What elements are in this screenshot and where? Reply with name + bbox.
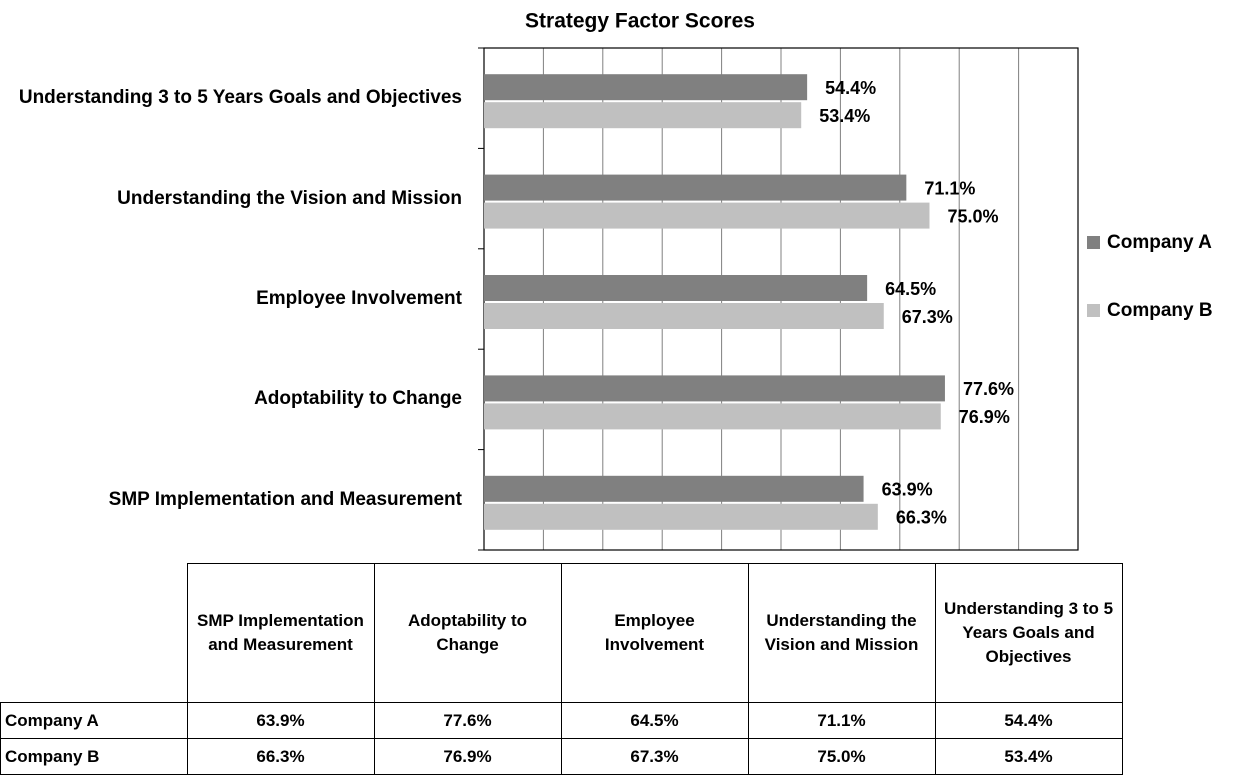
value-label: 63.9% [882, 480, 933, 500]
bar [484, 303, 884, 329]
value-label: 64.5% [885, 279, 936, 299]
table-cell: 77.6% [373, 702, 562, 739]
table-header: Adoptability to Change [373, 563, 562, 703]
bar [484, 202, 930, 229]
table-row-header: Company B [0, 738, 188, 775]
bar [484, 403, 941, 430]
value-label: 77.6% [963, 379, 1014, 399]
bar [484, 375, 945, 402]
table-cell: 66.3% [186, 738, 375, 775]
y-tick-label: SMP Implementation and Measurement [108, 488, 462, 510]
value-label: 66.3% [896, 508, 947, 528]
data-table: SMP Implementation and Measurement Adopta… [0, 563, 1123, 775]
table-header: Understanding the Vision and Mission [747, 563, 936, 703]
table-header: Understanding 3 to 5 Years Goals and Obj… [934, 563, 1123, 703]
table-cell: 64.5% [560, 702, 749, 739]
table-cell: 54.4% [934, 702, 1123, 739]
y-tick-label: Understanding 3 to 5 Years Goals and Obj… [18, 87, 462, 109]
bar [484, 174, 907, 201]
legend-label: Company B [1107, 300, 1213, 321]
bar [484, 74, 808, 101]
y-tick-label: Understanding the Vision and Mission [117, 187, 462, 209]
bar [484, 275, 868, 301]
table-header: SMP Implementation and Measurement [186, 563, 375, 703]
value-label: 75.0% [948, 206, 999, 226]
value-label: 76.9% [959, 407, 1010, 427]
table-header-row: SMP Implementation and Measurement Adopta… [1, 563, 1123, 703]
table-cell: 76.9% [373, 738, 562, 775]
bar [484, 503, 878, 530]
chart: Strategy Factor Scores 63.9% 66.3% 77.6% 76… [478, 10, 1213, 551]
legend-label: Company A [1107, 232, 1212, 253]
table-row: Company B 66.3% 76.9% 67.3% 75.0% 53.4% [0, 738, 1123, 775]
y-tick-label: Adoptability to Change [254, 388, 462, 410]
bar [484, 102, 802, 129]
legend-swatch [1087, 236, 1100, 249]
table-cell: 71.1% [747, 702, 936, 739]
value-label: 71.1% [924, 178, 975, 198]
bar [484, 475, 864, 502]
table-cell: 63.9% [186, 702, 375, 739]
chart-title: Strategy Factor Scores [525, 10, 755, 33]
table-corner [1, 564, 188, 703]
table-cell: 75.0% [747, 738, 936, 775]
table-row: Company A 63.9% 77.6% 64.5% 71.1% 54.4% [0, 702, 1123, 739]
table-cell: 53.4% [934, 738, 1123, 775]
value-label: 67.3% [902, 307, 953, 327]
value-label: 53.4% [819, 106, 870, 126]
value-label: 54.4% [825, 78, 876, 98]
table-header: Employee Involvement [560, 563, 749, 703]
legend-swatch [1087, 304, 1100, 317]
table-cell: 67.3% [560, 738, 749, 775]
y-tick-label: Employee Involvement [256, 288, 462, 309]
table-row-header: Company A [0, 702, 188, 739]
